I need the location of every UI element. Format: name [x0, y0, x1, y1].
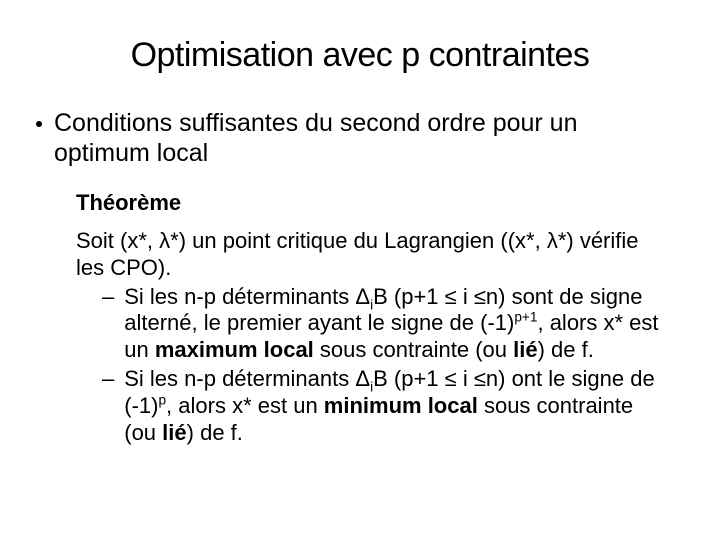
- intro-prefix: Soit (x*,: [76, 228, 159, 253]
- bullet-item: Conditions suffisantes du second ordre p…: [50, 109, 670, 168]
- bullet-dot-icon: [36, 121, 42, 127]
- dash-icon: –: [102, 284, 114, 311]
- subitem-2-text: Si les n-p déterminants ΔiB (p+1 ≤ i ≤n)…: [124, 366, 670, 446]
- bold-minimum: minimum local: [324, 393, 478, 418]
- lambda-symbol-2: λ: [547, 228, 558, 253]
- delta-symbol: Δ: [355, 366, 370, 391]
- bold-lie: lié: [162, 420, 186, 445]
- intro-mid: *) un point critique du Lagrangien ((x*,: [170, 228, 547, 253]
- theorem-block: Théorème Soit (x*, λ*) un point critique…: [76, 190, 670, 447]
- theorem-label: Théorème: [76, 190, 670, 216]
- t: ) de f.: [538, 337, 594, 362]
- slide-title: Optimisation avec p contraintes: [50, 36, 670, 75]
- t: Si les n-p déterminants: [124, 366, 355, 391]
- theorem-intro: Soit (x*, λ*) un point critique du Lagra…: [76, 228, 670, 282]
- theorem-subitem-2: – Si les n-p déterminants ΔiB (p+1 ≤ i ≤…: [102, 366, 670, 446]
- t: ) de f.: [187, 420, 243, 445]
- theorem-subitem-1: – Si les n-p déterminants ΔiB (p+1 ≤ i ≤…: [102, 284, 670, 364]
- t: Si les n-p déterminants: [124, 284, 355, 309]
- dash-icon: –: [102, 366, 114, 393]
- lambda-symbol: λ: [159, 228, 170, 253]
- bullet-text: Conditions suffisantes du second ordre p…: [54, 109, 670, 168]
- sup: p: [158, 393, 166, 408]
- slide: Optimisation avec p contraintes Conditio…: [0, 0, 720, 540]
- t: sous contrainte (ou: [314, 337, 513, 362]
- subitem-1-text: Si les n-p déterminants ΔiB (p+1 ≤ i ≤n)…: [124, 284, 670, 364]
- bold-lie: lié: [513, 337, 537, 362]
- delta-symbol: Δ: [355, 284, 370, 309]
- sup: p+1: [514, 310, 537, 325]
- t: , alors x* est un: [166, 393, 324, 418]
- bold-maximum: maximum local: [155, 337, 314, 362]
